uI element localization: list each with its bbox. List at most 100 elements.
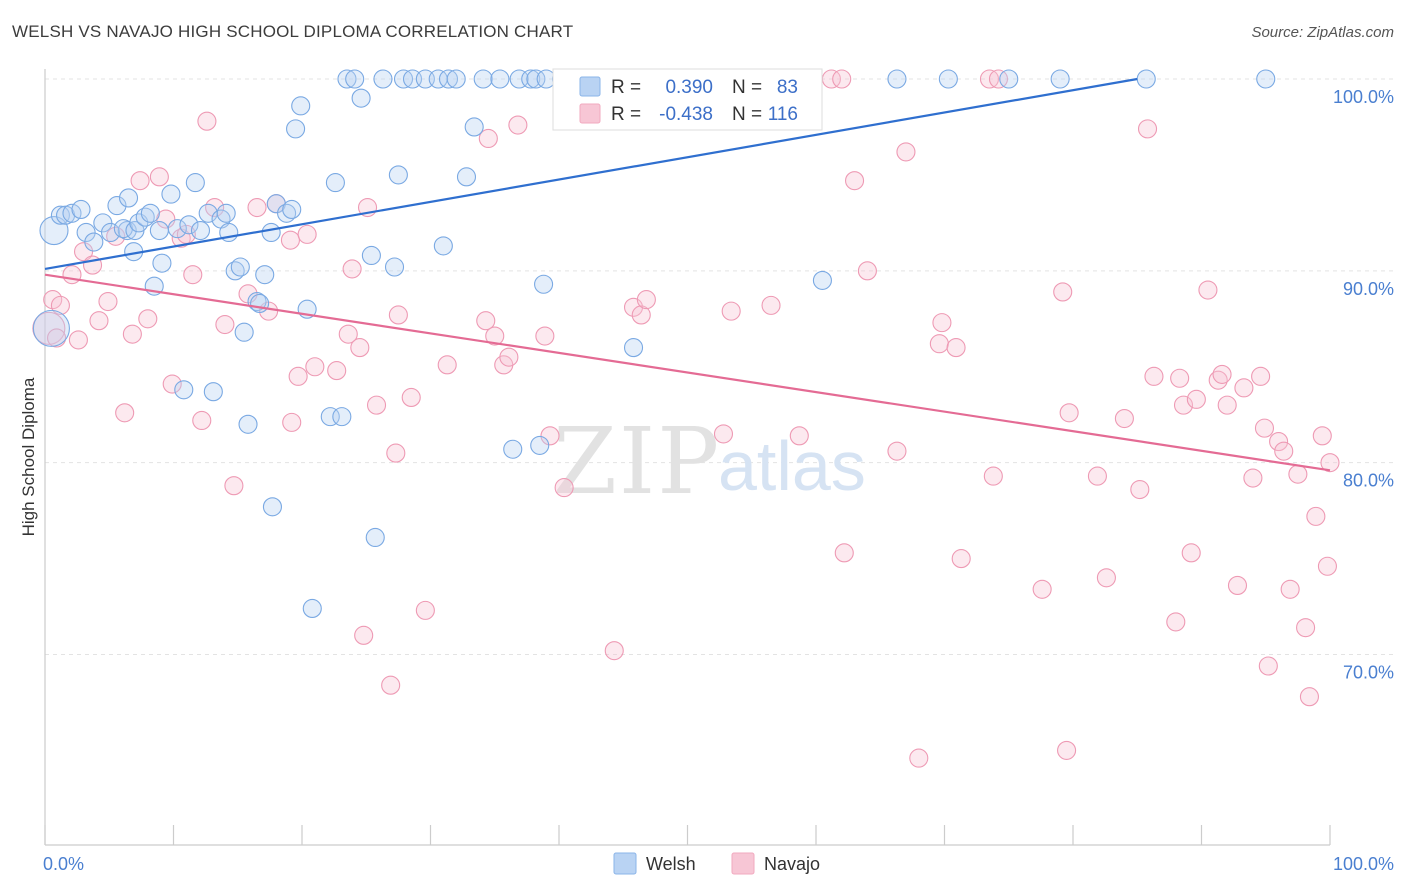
navajo-point [636,290,656,310]
navajo-point [305,357,325,377]
navajo-point [1217,395,1237,415]
navajo-point [47,328,67,348]
navajo-point [1274,441,1294,461]
y-tick-label: 90.0% [1343,279,1394,299]
welsh-point [526,69,546,89]
welsh-point [174,380,194,400]
navajo-point [834,543,854,563]
welsh-r-value: 0.390 [665,77,713,98]
navajo-point [74,242,94,262]
navajo-point [224,476,244,496]
navajo-point [1227,575,1248,595]
navajo-point [1299,687,1319,707]
navajo-point [951,549,971,569]
navajo-point [1170,368,1190,388]
welsh-point [250,293,270,313]
navajo-point [350,338,370,358]
welsh-point [262,497,282,517]
navajo-points [32,69,1340,768]
welsh-point [161,184,181,204]
welsh-points [32,69,1276,619]
navajo-point [1296,618,1316,638]
welsh-point [530,435,550,455]
navajo-point [1173,395,1194,415]
navajo-point [401,387,421,407]
welsh-point [238,414,258,434]
navajo-point [68,330,88,350]
navajo-point [789,426,809,446]
x-axis-ticks [44,825,1331,845]
navajo-point [832,69,852,89]
navajo-point [540,426,560,446]
navajo-point [1114,408,1134,429]
welsh-point [107,196,127,216]
x-tick-label-max: 100.0% [1333,854,1394,874]
navajo-point [1166,612,1186,632]
welsh-point [190,220,211,241]
welsh-point [291,96,311,116]
watermark-zip: ZIP [553,408,721,515]
welsh-point [135,207,155,227]
welsh-point [464,117,484,137]
navajo-point [887,441,907,461]
navajo-point [415,600,435,620]
navajo-point [130,171,150,191]
navajo-point [1258,656,1278,676]
navajo-point [280,230,300,250]
navajo-point [946,338,966,358]
navajo-point [1181,543,1201,563]
navajo-n-value: 116 [768,104,798,125]
welsh-point [32,309,70,347]
welsh-point [337,69,357,89]
navajo-point [1186,389,1206,409]
navajo-point [62,265,82,285]
navajo-trend-line [44,273,1331,472]
navajo-n-label: N = [732,104,762,125]
welsh-point [365,527,385,548]
welsh-point [384,257,405,277]
welsh-n-value: 83 [777,77,798,98]
navajo-point [631,305,651,325]
navajo-point [138,309,158,329]
navajo-point [1317,556,1337,576]
welsh-point [185,173,205,193]
navajo-point [386,443,406,463]
navajo-point [485,326,505,346]
bottom-legend-navajo-label: Navajo [764,854,820,874]
y-tick-labels: 70.0% 80.0% 90.0% 100.0% [1333,87,1394,683]
welsh-point [332,407,352,427]
welsh-point [433,236,453,256]
navajo-point [1243,468,1263,488]
welsh-point [503,439,523,459]
navajo-point [288,366,308,386]
navajo-point [844,171,865,191]
navajo-point [282,412,302,432]
navajo-point [535,326,555,346]
navajo-point [115,403,135,423]
navajo-point [1198,280,1218,300]
navajo-point [388,305,408,325]
navajo-point [192,410,212,431]
navajo-point [327,361,347,381]
navajo-point [342,259,362,279]
welsh-point [361,245,381,266]
navajo-point [1130,479,1150,500]
navajo-point [1208,370,1228,390]
welsh-point [351,88,371,108]
navajo-point [1269,432,1289,452]
navajo-point [929,334,949,354]
navajo-point [1053,282,1073,302]
navajo-point [988,69,1009,89]
navajo-point [857,261,877,281]
navajo-point [183,265,203,285]
navajo-point [1280,579,1300,599]
navajo-point [1320,453,1340,473]
grid-lines [45,78,1395,655]
navajo-point [437,355,457,375]
welsh-point [71,199,91,219]
welsh-point [302,598,322,619]
navajo-point [1251,366,1271,386]
welsh-point [320,407,340,427]
welsh-point [446,69,466,89]
navajo-point [1254,418,1275,438]
